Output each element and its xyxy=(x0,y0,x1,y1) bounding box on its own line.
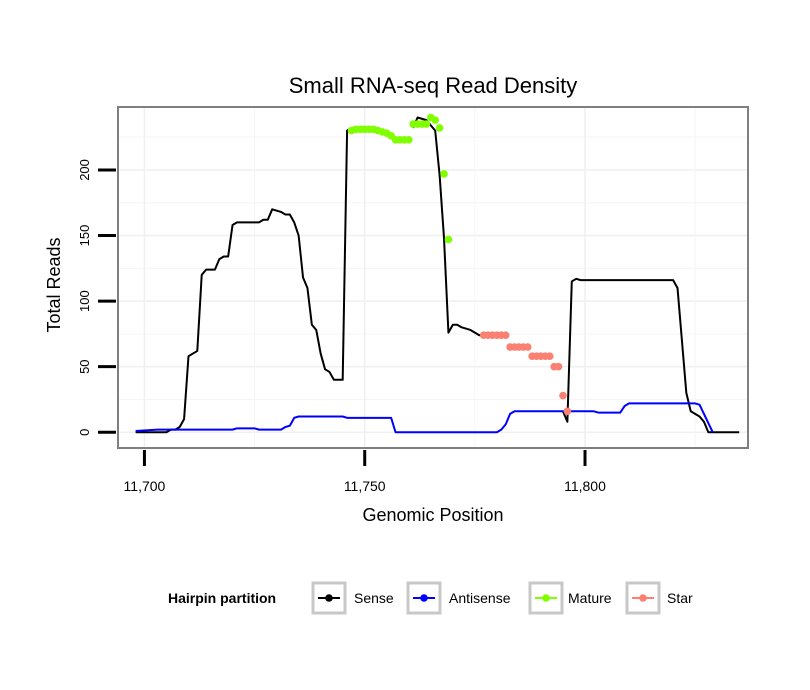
legend-key-point xyxy=(325,594,333,602)
legend-item-antisense: Antisense xyxy=(406,581,511,615)
y-tick-label: 0 xyxy=(77,429,92,436)
legend: Hairpin partition Sense Antisense Mature St… xyxy=(168,581,693,615)
legend-item-sense: Sense xyxy=(311,581,394,615)
data-point-mature xyxy=(422,120,431,128)
data-point-mature xyxy=(404,135,413,144)
legend-item-mature: Mature xyxy=(528,581,612,615)
legend-label: Star xyxy=(667,590,693,606)
series-line-antisense xyxy=(135,402,714,434)
data-point-mature xyxy=(431,116,440,124)
x-tick-label: 11,700 xyxy=(124,478,166,494)
y-tick-label: 200 xyxy=(77,159,92,181)
y-axis-label: Total Reads xyxy=(44,237,64,332)
gridlines xyxy=(118,107,748,448)
data-point-mature xyxy=(444,235,453,244)
legend-title: Hairpin partition xyxy=(168,590,276,606)
series-line-sense-3 xyxy=(562,277,740,434)
data-point-star xyxy=(545,352,554,360)
data-point-star xyxy=(554,362,563,371)
chart-title: Small RNA-seq Read Density xyxy=(289,73,578,98)
plot-background xyxy=(118,107,748,448)
legend-label: Antisense xyxy=(449,590,511,606)
legend-label: Mature xyxy=(568,590,612,606)
data-point-star xyxy=(563,407,572,416)
data-point-star xyxy=(501,331,510,340)
data-point-star xyxy=(559,391,567,400)
legend-item-star: Star xyxy=(625,581,693,615)
series-line-sense-2 xyxy=(412,116,484,337)
axes: 0 50 100 150 200 11,700 11,750 11,800 xyxy=(77,106,749,494)
y-tick-label: 150 xyxy=(77,225,92,247)
x-axis-label: Genomic Position xyxy=(362,505,503,525)
legend-key-point xyxy=(639,594,647,602)
x-tick-label: 11,750 xyxy=(344,478,386,494)
series-layer xyxy=(135,113,740,434)
data-point-mature xyxy=(440,170,448,178)
legend-label: Sense xyxy=(354,590,394,606)
plot-panel xyxy=(118,107,748,448)
legend-key-point xyxy=(420,594,428,602)
series-line-sense xyxy=(135,127,353,434)
y-tick-label: 100 xyxy=(77,290,92,312)
plot-border xyxy=(117,106,749,449)
y-tick-label: 50 xyxy=(77,359,92,373)
data-point-star xyxy=(523,343,532,351)
data-point-mature xyxy=(435,124,444,132)
x-tick-label: 11,800 xyxy=(564,478,606,494)
legend-key-point xyxy=(542,594,550,602)
